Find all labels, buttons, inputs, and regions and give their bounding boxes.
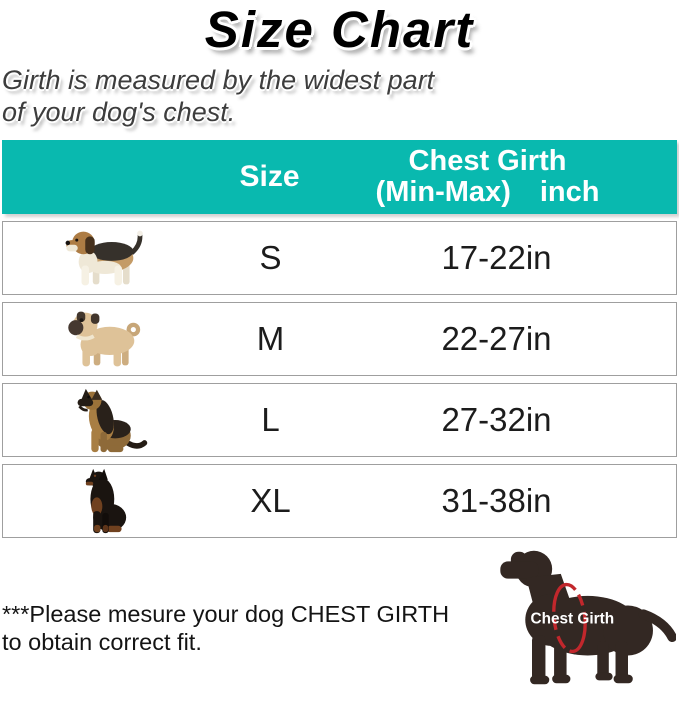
girth-value: 22-27in [441, 320, 552, 357]
dog-photo-german-shepherd [3, 384, 208, 456]
dog-silhouette-icon: Chest Girth [500, 550, 677, 685]
table-row-xl: XL 31-38in [2, 464, 677, 538]
table-header: Size Chest Girth (Min-Max) inch [2, 140, 677, 214]
subtitle: Girth is measured by the widest part of … [2, 64, 679, 128]
size-value: L [261, 401, 280, 438]
girth-value: 31-38in [441, 482, 552, 519]
size-value: M [256, 320, 285, 357]
footer: ***Please mesure your dog CHEST GIRTH to… [0, 538, 679, 696]
girth-value: 17-22in [441, 239, 552, 276]
girth-ellipse-icon [552, 582, 587, 654]
header-chest-girth: Chest Girth (Min-Max) inch [332, 146, 677, 208]
table-row-l: L 27-32in [2, 383, 677, 457]
subtitle-line1: Girth is measured by the widest part [2, 65, 435, 95]
chest-girth-diagram: Chest Girth [484, 540, 677, 696]
girth-value: 27-32in [441, 401, 552, 438]
table-row-m: M 22-27in [2, 302, 677, 376]
footnote-line2: to obtain correct fit. [2, 629, 202, 655]
beagle-icon [65, 230, 143, 286]
dog-photo-pug [3, 303, 208, 375]
doberman-icon [85, 468, 126, 534]
dog-photo-doberman [3, 465, 208, 537]
pug-icon [67, 311, 140, 367]
size-table: Size Chest Girth (Min-Max) inch [0, 140, 679, 538]
chest-girth-label: Chest Girth [530, 611, 614, 628]
subtitle-line2: of your dog's chest. [2, 97, 236, 127]
german-shepherd-icon [77, 388, 147, 453]
footnote-line1: ***Please mesure your dog CHEST GIRTH [2, 601, 450, 627]
header-size: Size [239, 160, 300, 193]
size-value: XL [250, 482, 291, 519]
dog-photo-beagle [3, 222, 208, 294]
header-chest-girth-line1: Chest Girth [408, 145, 567, 177]
page-title: Size Chart [204, 1, 475, 58]
header-chest-girth-line2: (Min-Max) inch [375, 176, 600, 208]
footnote: ***Please mesure your dog CHEST GIRTH to… [2, 600, 449, 656]
size-value: S [259, 239, 282, 276]
table-row-s: S 17-22in [2, 221, 677, 295]
